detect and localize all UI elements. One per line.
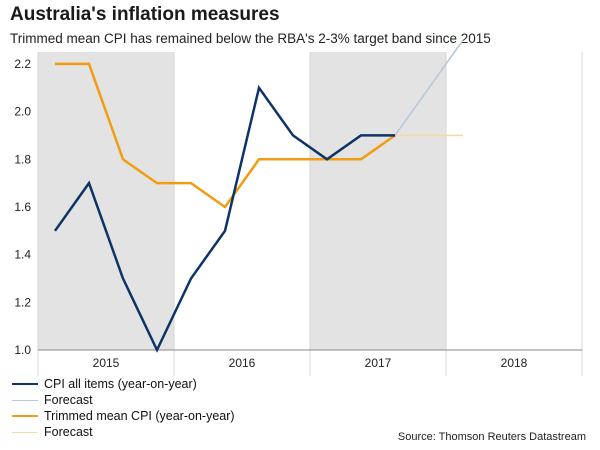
legend-item-cpi: CPI all items (year-on-year)	[12, 376, 235, 392]
legend-label-trimmed-forecast: Forecast	[44, 425, 93, 439]
legend-swatch-cpi-forecast	[12, 399, 38, 401]
y-tick-label: 1.4	[14, 248, 31, 262]
x-tick-label: 2015	[93, 356, 120, 370]
chart-title: Australia's inflation measures	[10, 4, 280, 25]
series-line-2	[55, 62, 396, 209]
legend-label-cpi-forecast: Forecast	[44, 393, 93, 407]
y-tick-label: 2.2	[14, 57, 31, 71]
legend-swatch-trimmed-forecast	[12, 431, 38, 433]
shaded-band-2017	[310, 52, 446, 350]
series-line-0	[53, 84, 395, 353]
x-tick-label: 2017	[365, 356, 392, 370]
x-tick-label: 2016	[229, 356, 256, 370]
chart-legend: CPI all items (year-on-year) Forecast Tr…	[12, 376, 235, 440]
legend-label-trimmed: Trimmed mean CPI (year-on-year)	[44, 409, 235, 423]
legend-item-trimmed: Trimmed mean CPI (year-on-year)	[12, 408, 235, 424]
chart-source: Source: Thomson Reuters Datastream	[397, 431, 586, 443]
shaded-band-2015	[38, 52, 174, 350]
y-tick-label: 2.0	[14, 105, 31, 119]
y-tick-label: 1.2	[14, 295, 31, 309]
line-chart: 1.0 1.2 1.4 1.6 1.8 2.0 2.2 2015 2016 2017 2018	[14, 39, 583, 376]
y-tick-label: 1.6	[14, 200, 31, 214]
legend-swatch-trimmed	[12, 415, 38, 417]
series-line-1	[394, 39, 464, 136]
y-tick-label: 1.0	[14, 343, 31, 357]
y-tick-label: 1.8	[14, 152, 31, 166]
legend-item-cpi-forecast: Forecast	[12, 392, 235, 408]
legend-label-cpi: CPI all items (year-on-year)	[44, 377, 197, 391]
x-tick-label: 2018	[501, 356, 528, 370]
legend-item-trimmed-forecast: Forecast	[12, 424, 235, 440]
chart-subtitle: Trimmed mean CPI has remained below the …	[10, 31, 491, 46]
legend-swatch-cpi	[12, 383, 38, 385]
